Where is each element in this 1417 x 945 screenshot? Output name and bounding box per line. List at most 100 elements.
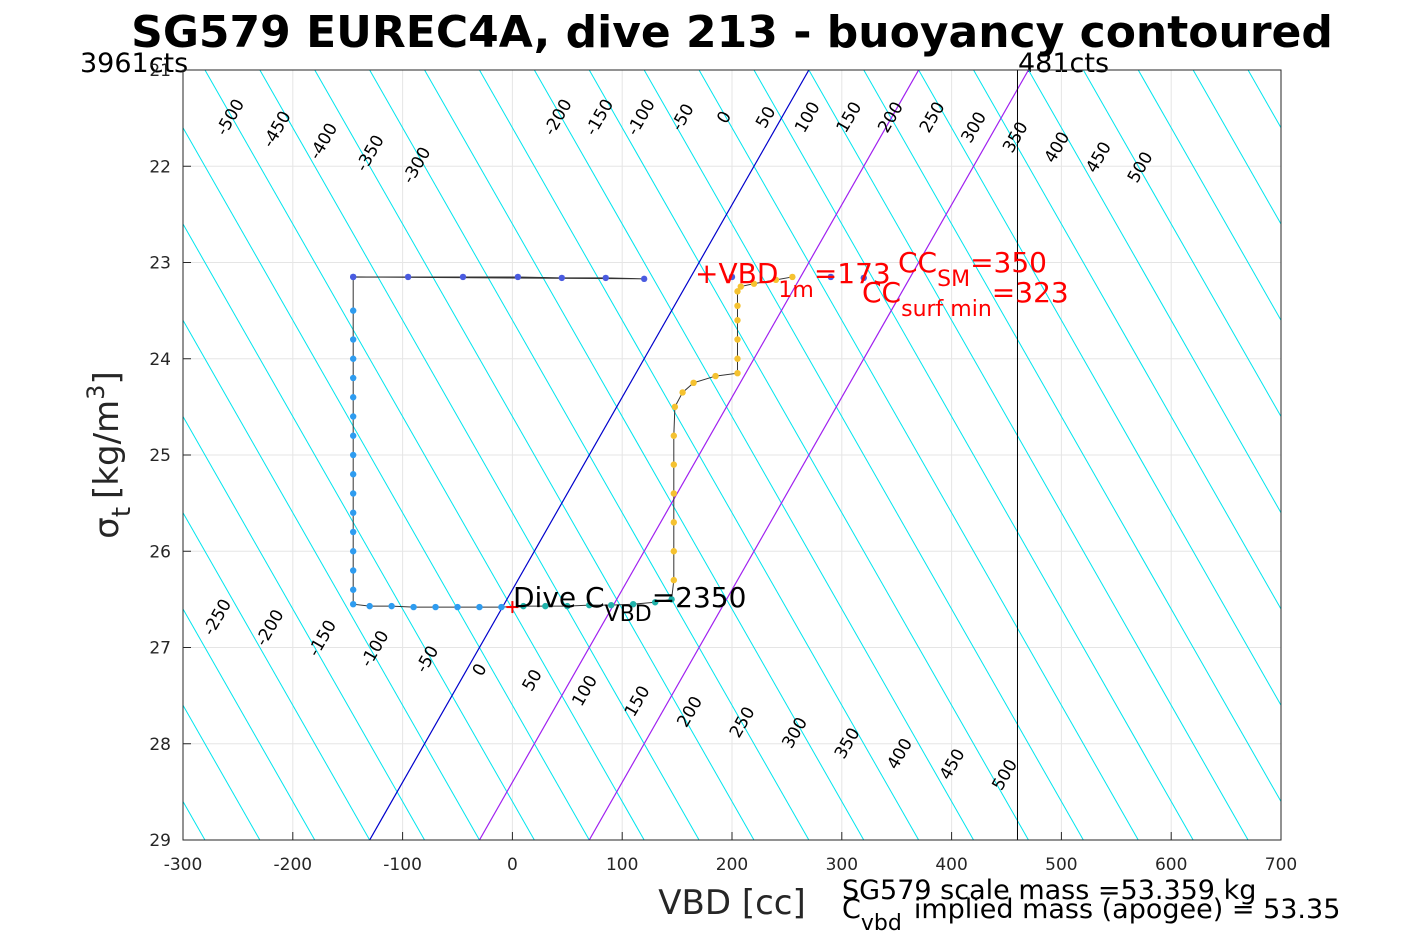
contour-line bbox=[204, 70, 645, 840]
data-point-descent bbox=[349, 307, 357, 314]
data-point-descent bbox=[349, 451, 357, 459]
x-tick-label: -200 bbox=[274, 855, 313, 875]
data-point-bottom bbox=[586, 601, 593, 609]
contour-label-top: -500 bbox=[212, 96, 249, 139]
x-tick-label: 0 bbox=[507, 855, 518, 875]
annotation-cc-surf-sub: surf min bbox=[901, 297, 992, 322]
annotation-cc-sm: CCSM=350 bbox=[898, 246, 1047, 292]
contour-label-top: 400 bbox=[1041, 128, 1075, 166]
contour-line bbox=[1137, 70, 1281, 322]
special-line-purple-1 bbox=[478, 70, 920, 840]
chart-title: SG579 EUREC4A, dive 213 - buoyancy conto… bbox=[131, 7, 1333, 58]
markers bbox=[506, 601, 519, 614]
contour-label-top: -150 bbox=[582, 96, 619, 139]
footer-implied-sub: vbd bbox=[861, 911, 902, 936]
contour-line bbox=[183, 511, 371, 840]
annotation-dive-c-sub: VBD bbox=[605, 602, 652, 627]
y-tick-label: 27 bbox=[149, 639, 171, 659]
contours bbox=[183, 70, 1417, 840]
data-point-surface bbox=[827, 273, 835, 281]
special-lines bbox=[369, 70, 1029, 840]
contour-label-top: -400 bbox=[306, 120, 343, 163]
data-point-bottom bbox=[651, 599, 659, 606]
contour-label-bottom: 150 bbox=[621, 682, 655, 720]
data-points bbox=[349, 273, 867, 611]
data-point-descent bbox=[349, 355, 357, 362]
contour-line bbox=[643, 70, 1084, 840]
data-point-descent bbox=[410, 603, 417, 611]
y-ticks: 21 22 23 24 25 26 27 28 29 bbox=[149, 61, 191, 851]
y-axis-label: σt [kg/m3] bbox=[82, 371, 137, 538]
contour-label-bottom: -250 bbox=[199, 596, 236, 639]
contour-line bbox=[808, 70, 1249, 840]
contour-label-top: -350 bbox=[352, 132, 389, 175]
x-axis-label: VBD [cc] bbox=[658, 883, 806, 923]
contour-line bbox=[183, 222, 535, 840]
annotation-dive-c: Dive CVBD=2350 bbox=[513, 581, 746, 627]
contour-label-top: 250 bbox=[916, 98, 950, 136]
data-point-bottom bbox=[608, 601, 615, 609]
contour-line bbox=[1413, 70, 1417, 840]
contour-line bbox=[1358, 70, 1417, 840]
data-point-bottom bbox=[564, 602, 571, 610]
data-point-descent bbox=[432, 603, 439, 611]
data-point-bottom bbox=[520, 602, 527, 610]
y-tick-label: 29 bbox=[149, 831, 171, 851]
data-point-ascent bbox=[734, 317, 741, 324]
y-tick-label: 26 bbox=[149, 542, 171, 562]
x-tick-label: 500 bbox=[1045, 855, 1077, 875]
data-point-ascent bbox=[670, 576, 678, 584]
contour-labels: -500 -450 -400 -350 -300-200 -150 -100 -50 0 50 10… bbox=[199, 96, 1157, 794]
contour-label-top: -450 bbox=[259, 108, 296, 151]
y-axis-label-sub: t bbox=[107, 507, 137, 517]
x-tick-label: -300 bbox=[164, 855, 203, 875]
y-tick-label: 24 bbox=[149, 350, 171, 370]
x-tick-label: 200 bbox=[716, 855, 748, 875]
dive-track bbox=[352, 276, 793, 608]
annotation-cc-surf-value: =323 bbox=[992, 276, 1069, 309]
contour-line bbox=[1303, 70, 1417, 840]
contour-label-top: -300 bbox=[399, 144, 436, 187]
data-point-descent bbox=[349, 336, 357, 343]
data-point-ascent bbox=[734, 288, 741, 295]
data-point-descent bbox=[349, 528, 357, 536]
data-point-descent bbox=[349, 509, 357, 516]
track-line bbox=[352, 276, 793, 608]
data-point-ascent bbox=[712, 372, 719, 380]
data-point-ascent bbox=[734, 369, 741, 377]
contour-line bbox=[424, 70, 865, 840]
corner-label-left: 3961cts bbox=[80, 48, 188, 79]
footer-scale-mass: SG579 scale mass =53.359 kg bbox=[842, 875, 1256, 906]
data-point-ascent bbox=[737, 283, 744, 290]
annotation-cc-sm-sub: SM bbox=[937, 267, 970, 292]
data-point-ascent bbox=[670, 432, 678, 439]
data-point-surface bbox=[728, 273, 736, 281]
data-point-surface bbox=[349, 273, 357, 281]
annotation-dive-c-main: Dive C bbox=[513, 581, 605, 614]
data-point-surface bbox=[860, 274, 867, 282]
data-point-descent bbox=[349, 394, 357, 401]
contour-label-bottom: 300 bbox=[778, 714, 812, 752]
x-tick-label: 400 bbox=[935, 855, 967, 875]
annotation-vbd-1m-sub: 1m bbox=[778, 278, 813, 303]
annotation-cc-surf: CCsurf min=323 bbox=[862, 276, 1069, 322]
data-point-descent bbox=[349, 432, 357, 439]
data-point-ascent bbox=[750, 280, 758, 287]
x-tick-label: 100 bbox=[606, 855, 638, 875]
data-point-surface bbox=[558, 274, 566, 282]
contour-label-bottom: 50 bbox=[519, 666, 547, 695]
data-point-ascent bbox=[734, 355, 741, 362]
data-point-descent bbox=[388, 602, 395, 610]
data-point-descent bbox=[349, 490, 357, 497]
data-point-ascent bbox=[670, 461, 678, 468]
contour-label-top: 200 bbox=[874, 98, 908, 136]
data-point-ascent bbox=[670, 519, 678, 526]
data-point-ascent bbox=[670, 548, 678, 555]
data-point-descent bbox=[349, 600, 357, 608]
contour-line bbox=[183, 704, 261, 840]
annotation-cc-sm-value: =350 bbox=[970, 246, 1047, 279]
data-point-ascent bbox=[671, 403, 679, 411]
data-point-descent bbox=[498, 603, 505, 611]
y-axis-label-symbol: σ bbox=[87, 517, 127, 539]
